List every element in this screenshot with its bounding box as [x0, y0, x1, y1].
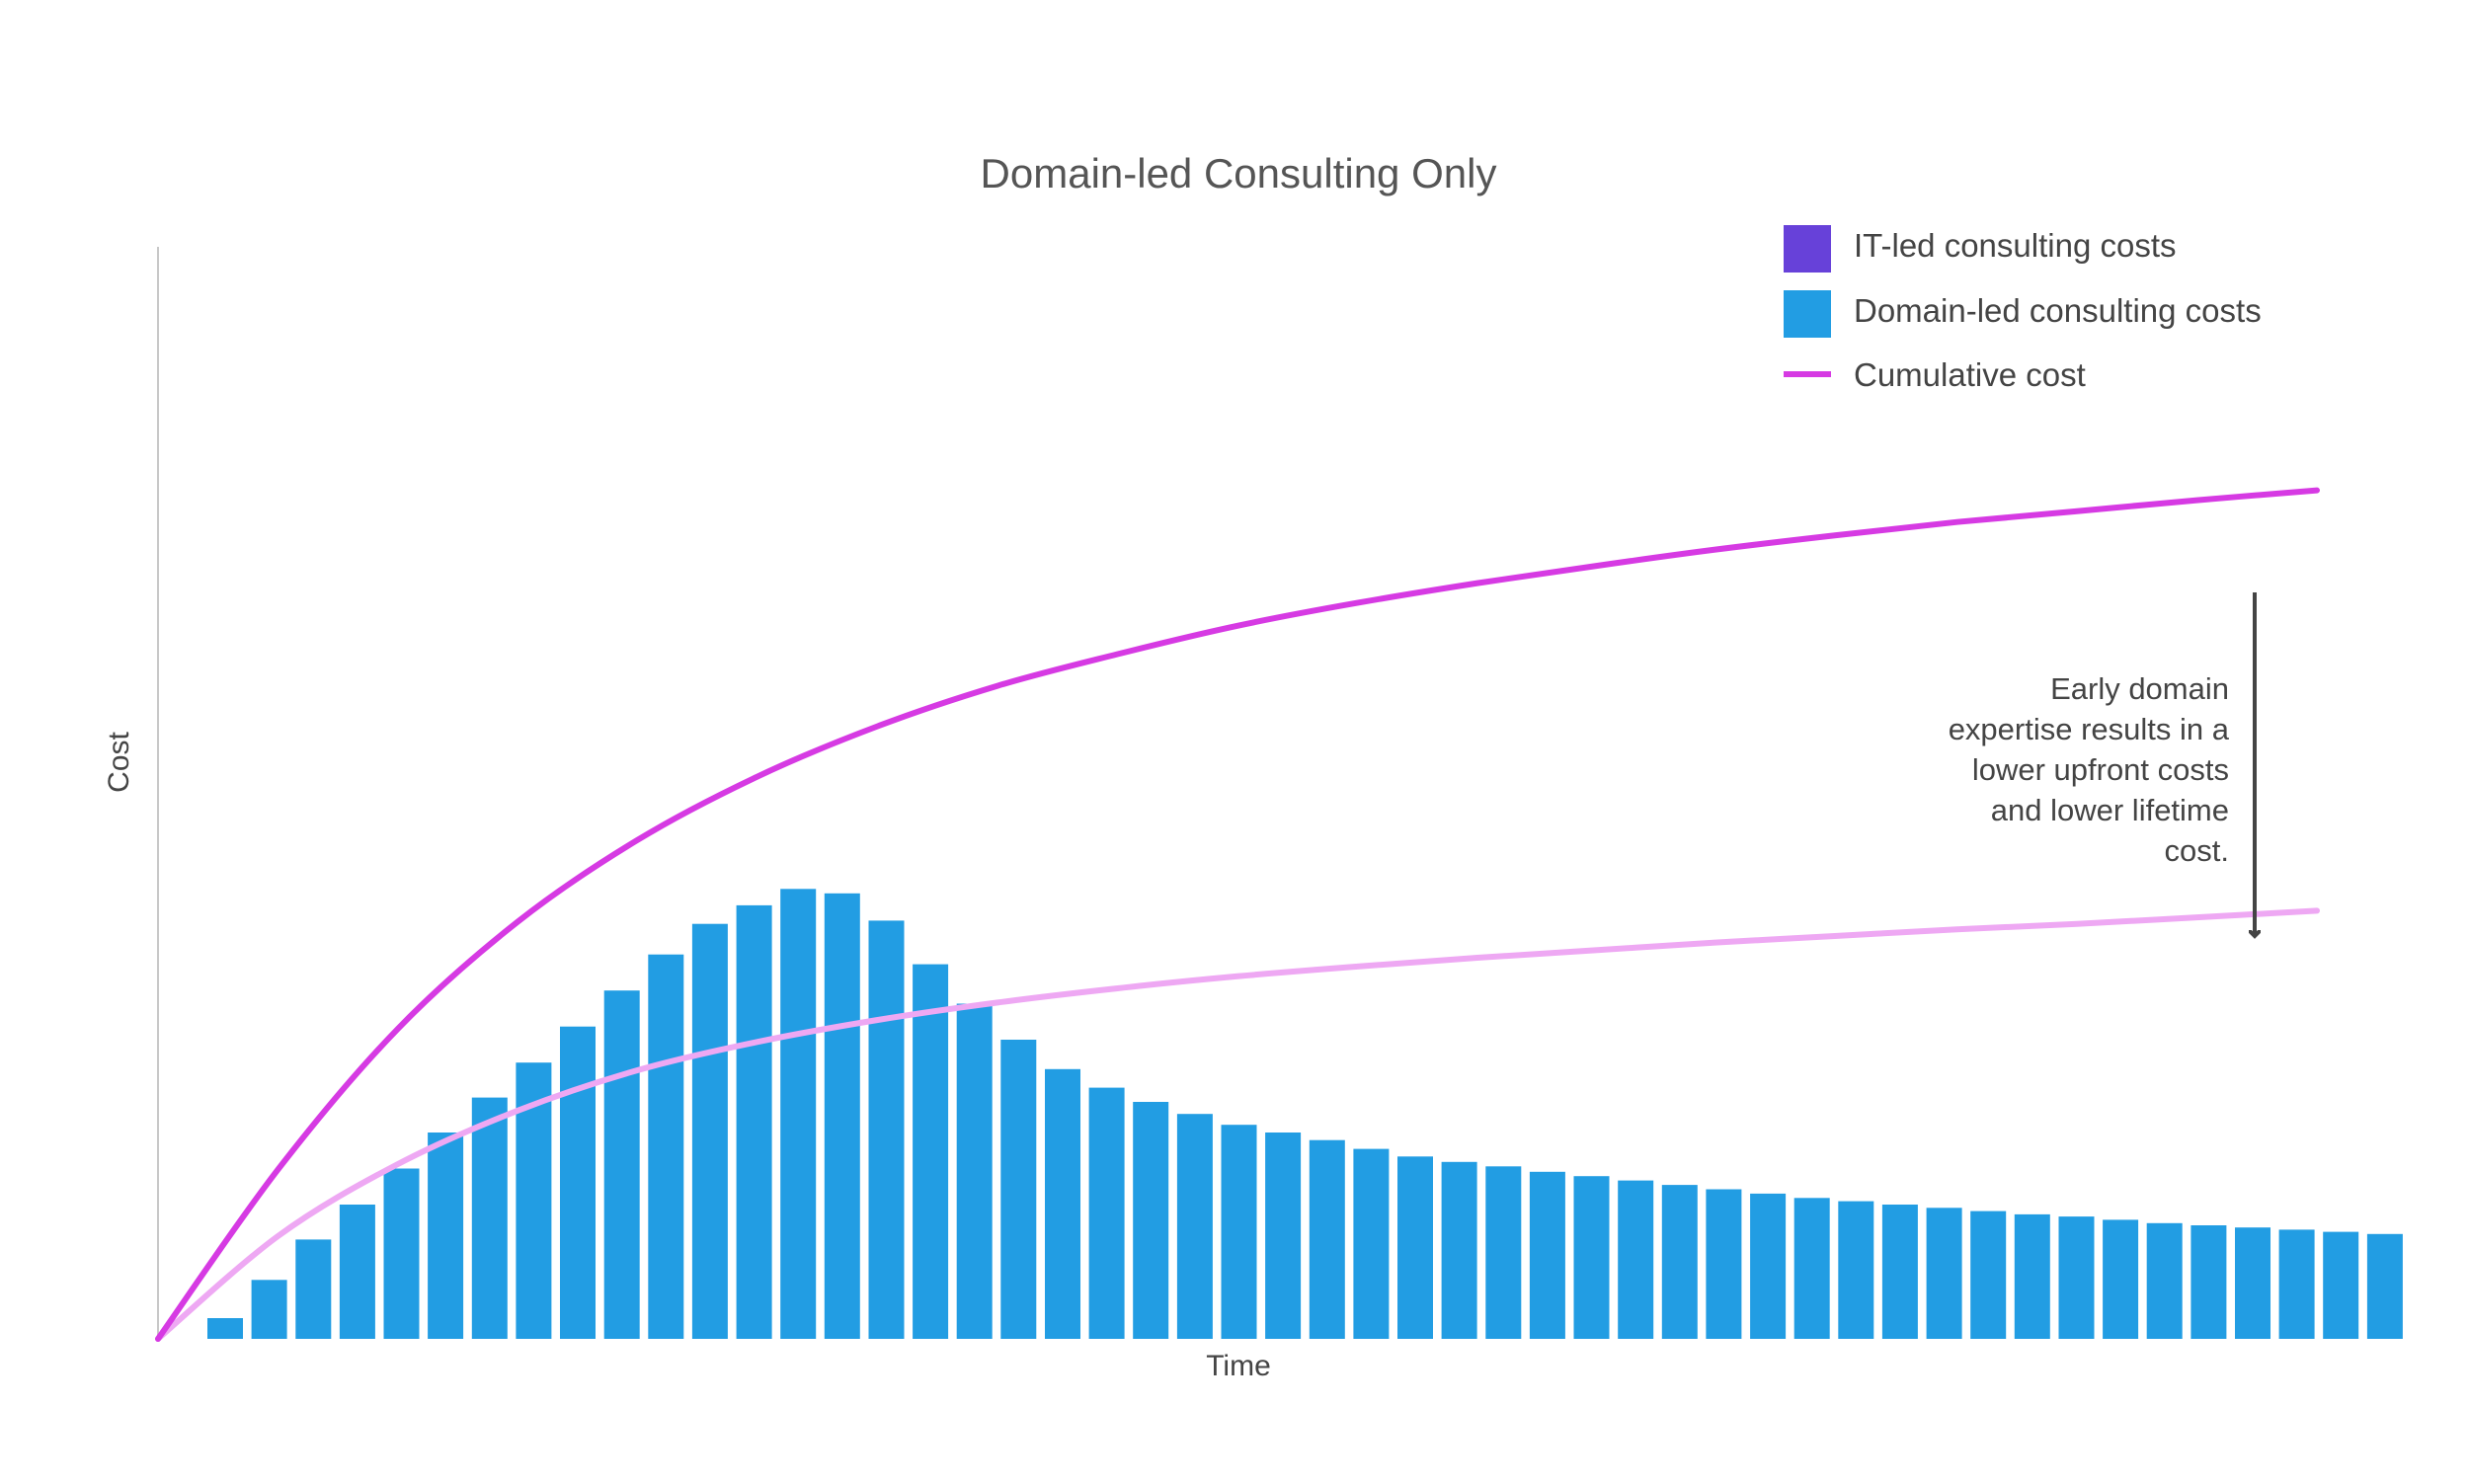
bar-14	[780, 889, 817, 1339]
bar-11	[648, 954, 684, 1339]
bar-35	[1706, 1189, 1742, 1339]
legend-label-cumulative: Cumulative cost	[1854, 356, 2086, 393]
bar-42	[2014, 1213, 2050, 1339]
bar-20	[1045, 1068, 1080, 1339]
annotation-line-2: expertise results in a	[1949, 712, 2230, 746]
bar-41	[1970, 1211, 2007, 1339]
bar-5	[383, 1168, 420, 1339]
legend-swatch-domain-led	[1784, 290, 1831, 338]
bar-30	[1485, 1166, 1522, 1339]
bar-29	[1441, 1161, 1477, 1339]
bar-43	[2058, 1216, 2095, 1339]
legend-label-it-led: IT-led consulting costs	[1854, 227, 2177, 264]
bar-1	[207, 1318, 243, 1339]
bar-12	[691, 923, 728, 1339]
bar-24	[1221, 1125, 1257, 1339]
bar-50	[2366, 1233, 2403, 1339]
bar-28	[1397, 1156, 1433, 1339]
bar-22	[1133, 1102, 1169, 1339]
bar-3	[295, 1239, 332, 1339]
lower-cumulative-cost-line	[155, 907, 2320, 1342]
bar-49	[2323, 1231, 2359, 1339]
bar-38	[1838, 1201, 1874, 1339]
bar-series	[207, 889, 2403, 1339]
bar-26	[1309, 1139, 1345, 1339]
bar-44	[2103, 1219, 2139, 1339]
bar-16	[868, 920, 905, 1339]
bar-23	[1176, 1114, 1213, 1339]
bar-47	[2235, 1227, 2270, 1339]
bar-39	[1881, 1205, 1918, 1339]
bar-13	[736, 904, 772, 1339]
cumulative-cost-line	[155, 487, 2320, 1342]
bar-37	[1793, 1198, 1830, 1339]
bar-34	[1661, 1185, 1698, 1339]
annotation-line-1: Early domain	[2050, 671, 2229, 706]
bar-45	[2146, 1222, 2183, 1339]
bar-19	[1000, 1040, 1037, 1339]
bar-27	[1353, 1148, 1390, 1339]
bar-31	[1529, 1171, 1565, 1339]
x-axis-label: Time	[1206, 1350, 1271, 1382]
bar-2	[251, 1280, 287, 1339]
bar-48	[2278, 1229, 2315, 1339]
bar-36	[1750, 1193, 1787, 1339]
annotation-line-5: cost.	[2165, 833, 2229, 868]
annotation-line-4: and lower lifetime	[1991, 793, 2229, 827]
bar-4	[339, 1205, 375, 1339]
bar-46	[2190, 1225, 2227, 1339]
bar-7	[471, 1097, 508, 1339]
y-axis-label: Cost	[103, 731, 135, 792]
bar-6	[428, 1133, 464, 1339]
bar-10	[603, 990, 640, 1339]
line-series	[155, 487, 2320, 1342]
bar-9	[560, 1026, 596, 1339]
chart-title: Domain-led Consulting Only	[981, 150, 1497, 196]
legend-label-domain-led: Domain-led consulting costs	[1854, 292, 2262, 329]
legend-swatch-it-led	[1784, 225, 1831, 273]
bar-15	[824, 893, 860, 1339]
bar-40	[1926, 1208, 1962, 1339]
annotation-line-3: lower upfront costs	[1972, 752, 2229, 787]
annotation: Early domain expertise results in a lowe…	[1949, 592, 2255, 936]
bar-33	[1618, 1180, 1654, 1339]
bar-32	[1573, 1176, 1610, 1339]
bar-21	[1088, 1087, 1125, 1339]
bar-17	[913, 964, 949, 1339]
bar-25	[1265, 1133, 1302, 1339]
legend: IT-led consulting costs Domain-led consu…	[1784, 225, 2262, 393]
bar-18	[956, 1003, 993, 1339]
